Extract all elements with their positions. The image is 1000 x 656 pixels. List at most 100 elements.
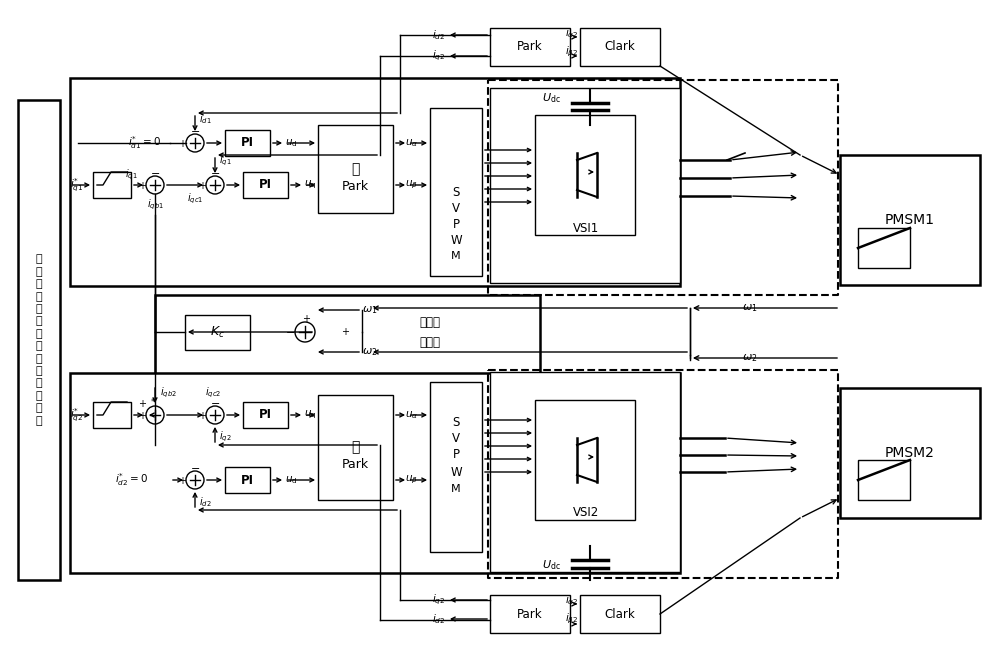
Bar (70, 78, 680, 286)
Text: $u_{\beta}$: $u_{\beta}$ (405, 179, 418, 191)
Text: *: * (151, 398, 155, 407)
Text: $\omega_1$: $\omega_1$ (742, 302, 758, 314)
Bar (535, 115, 635, 235)
Bar (490, 28, 570, 66)
Text: 反: 反 (351, 162, 359, 176)
Text: S: S (452, 415, 460, 428)
Bar (93, 402, 131, 428)
Text: S: S (452, 186, 460, 199)
Text: W: W (450, 466, 462, 478)
Text: $i_{\beta2}$: $i_{\beta2}$ (565, 612, 579, 626)
Bar (318, 125, 393, 213)
Text: +: + (198, 411, 206, 421)
Text: VSI2: VSI2 (573, 506, 599, 518)
Text: $u_{\alpha}$: $u_{\alpha}$ (405, 409, 418, 421)
Bar (840, 388, 980, 518)
Bar (490, 595, 570, 633)
Bar (858, 228, 910, 268)
Bar (430, 382, 482, 552)
Text: Park: Park (517, 41, 543, 54)
Text: $u_{\rm q}$: $u_{\rm q}$ (304, 409, 317, 421)
Bar (93, 172, 131, 198)
Text: $i_{q2}$: $i_{q2}$ (432, 49, 445, 63)
Bar (225, 130, 270, 156)
Bar (243, 172, 288, 198)
Text: +: + (178, 476, 186, 486)
Text: Park: Park (517, 607, 543, 621)
Bar (318, 395, 393, 500)
Text: −: − (151, 169, 161, 179)
Bar (580, 28, 660, 66)
Text: $i_{d2}$: $i_{d2}$ (432, 612, 445, 626)
Text: $i_{q2}^{*}$: $i_{q2}^{*}$ (70, 406, 83, 424)
Bar (243, 402, 288, 428)
Text: $U_{\rm dc}$: $U_{\rm dc}$ (542, 558, 561, 572)
Text: PI: PI (240, 474, 254, 487)
Text: +: + (138, 399, 146, 409)
Text: $i_{d1}^{*}=0$: $i_{d1}^{*}=0$ (128, 134, 161, 152)
Text: $u_{\beta}$: $u_{\beta}$ (405, 474, 418, 486)
Bar (225, 467, 270, 493)
Text: W: W (450, 234, 462, 247)
Bar (155, 295, 540, 375)
Text: $i_{d2}$: $i_{d2}$ (199, 495, 212, 509)
Text: PMSM1: PMSM1 (885, 213, 935, 227)
Text: $\omega_2$: $\omega_2$ (362, 346, 378, 358)
Text: −: − (191, 127, 201, 137)
Bar (535, 400, 635, 520)
Text: PI: PI (258, 409, 272, 422)
Text: 合部分: 合部分 (420, 335, 440, 348)
Text: M: M (451, 251, 461, 261)
Text: $\omega_2$: $\omega_2$ (742, 352, 758, 364)
Bar (490, 88, 680, 283)
Bar (840, 155, 980, 285)
Text: $U_{\rm dc}$: $U_{\rm dc}$ (542, 91, 561, 105)
Text: $K_c$: $K_c$ (210, 325, 224, 340)
Text: Park: Park (341, 459, 369, 472)
Text: $i_{q1}$: $i_{q1}$ (125, 168, 138, 182)
Text: VSI1: VSI1 (573, 222, 599, 234)
Bar (70, 373, 680, 573)
Text: $u_{\rm q}$: $u_{\rm q}$ (304, 179, 317, 191)
Text: $i_{qc1}$: $i_{qc1}$ (187, 192, 203, 206)
Text: $i_{d2}^{*}=0$: $i_{d2}^{*}=0$ (115, 472, 148, 489)
Text: V: V (452, 432, 460, 445)
Text: +: + (138, 411, 146, 421)
Bar (430, 108, 482, 276)
Text: Park: Park (341, 180, 369, 194)
Text: $i_{\alpha2}$: $i_{\alpha2}$ (565, 26, 579, 40)
Bar (490, 372, 680, 572)
Text: +: + (302, 314, 310, 324)
Text: $u_{\rm d}$: $u_{\rm d}$ (285, 137, 298, 149)
Text: $i_{\beta2}$: $i_{\beta2}$ (565, 45, 579, 59)
Text: −: − (191, 464, 201, 474)
Text: $i_{qc2}$: $i_{qc2}$ (205, 386, 221, 400)
Text: $i_{q2}$: $i_{q2}$ (432, 593, 445, 607)
Text: $i_{d1}$: $i_{d1}$ (199, 112, 212, 126)
Text: $i_{q1}$: $i_{q1}$ (219, 154, 232, 168)
Text: PMSM2: PMSM2 (885, 446, 935, 460)
Text: $i_{qb1}$: $i_{qb1}$ (147, 198, 163, 212)
Text: $i_{d2}$: $i_{d2}$ (432, 28, 445, 42)
Text: 反: 反 (351, 440, 359, 454)
Bar (580, 595, 660, 633)
Text: +: + (341, 327, 349, 337)
Text: P: P (452, 218, 460, 232)
Text: −: − (211, 169, 221, 179)
Bar (18, 100, 60, 580)
Text: +: + (198, 181, 206, 191)
Text: P: P (452, 449, 460, 462)
Text: Clark: Clark (605, 41, 635, 54)
Text: +: + (178, 139, 186, 149)
Text: $\omega_1$: $\omega_1$ (362, 304, 378, 316)
Text: M: M (451, 484, 461, 494)
Bar (185, 315, 250, 350)
Text: −: − (211, 399, 221, 409)
Text: 双
电
机
速
度
环
线
性
自
抗
扰
控
制
器: 双 电 机 速 度 环 线 性 自 抗 扰 控 制 器 (36, 255, 42, 426)
Text: −: − (286, 328, 296, 338)
Text: Clark: Clark (605, 607, 635, 621)
Text: +: + (138, 181, 146, 191)
Text: V: V (452, 201, 460, 215)
Text: $i_{\alpha2}$: $i_{\alpha2}$ (565, 593, 579, 607)
Text: $u_{\alpha}$: $u_{\alpha}$ (405, 137, 418, 149)
